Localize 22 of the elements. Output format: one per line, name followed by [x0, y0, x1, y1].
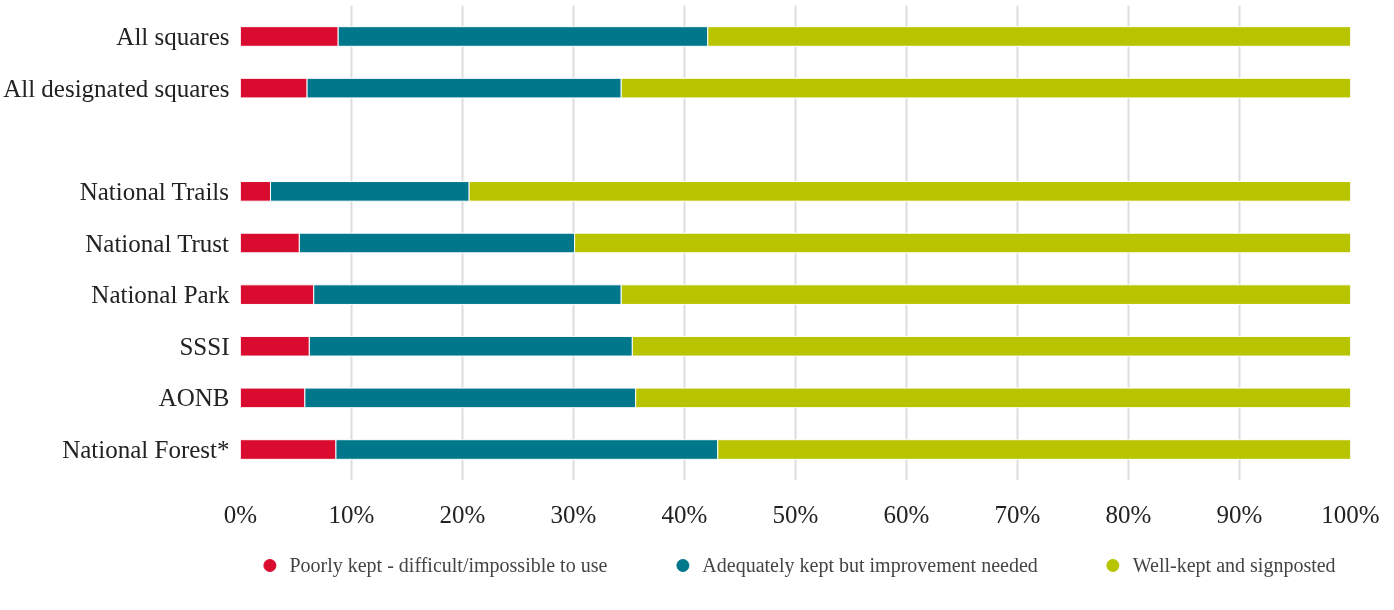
x-tick-label: 0% — [223, 500, 258, 528]
x-tick-label: 20% — [439, 500, 486, 528]
y-tick-label: National Park — [91, 281, 230, 309]
y-tick-label: SSSI — [179, 332, 230, 360]
x-tick-label: 100% — [1321, 500, 1380, 528]
x-tick-label: 50% — [772, 500, 819, 528]
x-tick-label: 80% — [1105, 500, 1152, 528]
y-tick-label: AONB — [158, 384, 230, 412]
x-tick-label: 30% — [550, 500, 597, 528]
x-tick-label: 70% — [994, 500, 1041, 528]
y-tick-label: National Trust — [85, 229, 230, 257]
y-tick-label: All designated squares — [3, 74, 230, 102]
legend-label: Adequately kept but improvement needed — [702, 553, 1038, 577]
y-tick-label: All squares — [116, 22, 230, 50]
x-tick-label: 40% — [661, 500, 708, 528]
x-tick-label: 10% — [328, 500, 375, 528]
x-tick-label: 90% — [1216, 500, 1263, 528]
legend-label: Poorly kept - difficult/impossible to use — [289, 553, 608, 577]
y-tick-label: National Forest* — [62, 436, 230, 464]
legend-label: Well-kept and signposted — [1132, 553, 1336, 577]
y-tick-label: National Trails — [79, 177, 230, 205]
x-tick-label: 60% — [883, 500, 930, 528]
